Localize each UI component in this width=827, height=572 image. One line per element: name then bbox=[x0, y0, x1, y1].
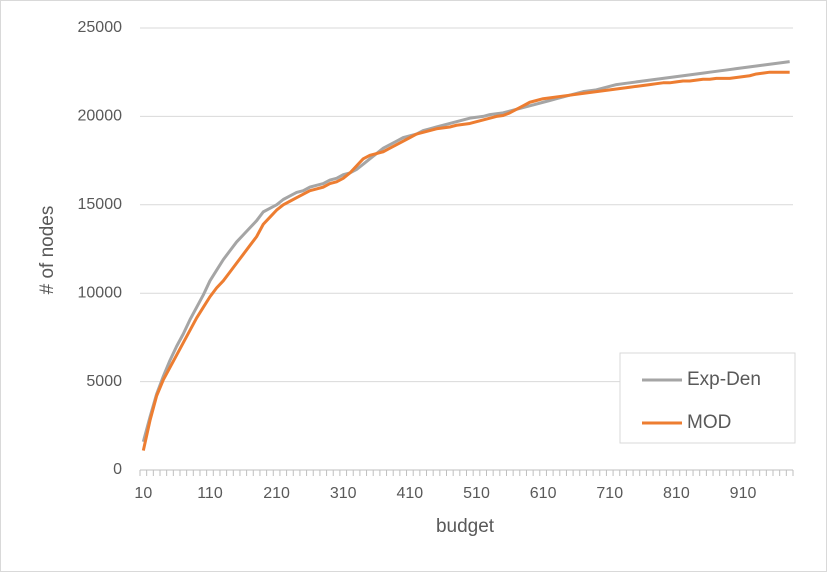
legend-label: Exp-Den bbox=[687, 369, 761, 390]
y-tick-label: 20000 bbox=[78, 108, 123, 125]
legend-label: MOD bbox=[687, 412, 731, 433]
y-tick-label: 0 bbox=[113, 461, 122, 478]
series-line bbox=[141, 60, 790, 443]
x-tick-label: 610 bbox=[530, 485, 557, 502]
x-tick-label: 810 bbox=[663, 485, 690, 502]
x-tick-label: 910 bbox=[730, 485, 757, 502]
legend-box bbox=[619, 352, 796, 444]
series-line bbox=[141, 70, 790, 451]
y-tick-label: 25000 bbox=[78, 19, 123, 36]
x-tick-label: 110 bbox=[197, 485, 223, 502]
x-axis-title: budget bbox=[436, 516, 495, 537]
x-tick-label: 410 bbox=[397, 485, 424, 502]
x-tick-label: 710 bbox=[596, 485, 623, 502]
x-tick-label: 310 bbox=[330, 485, 357, 502]
x-tick-label: 10 bbox=[134, 485, 152, 502]
x-tick-label: 510 bbox=[463, 485, 490, 502]
y-tick-label: 5000 bbox=[86, 373, 122, 390]
y-axis-title: # of nodes bbox=[37, 206, 58, 295]
y-tick-label: 10000 bbox=[78, 284, 123, 301]
x-tick-label: 210 bbox=[263, 485, 290, 502]
y-tick-label: 15000 bbox=[78, 196, 123, 213]
